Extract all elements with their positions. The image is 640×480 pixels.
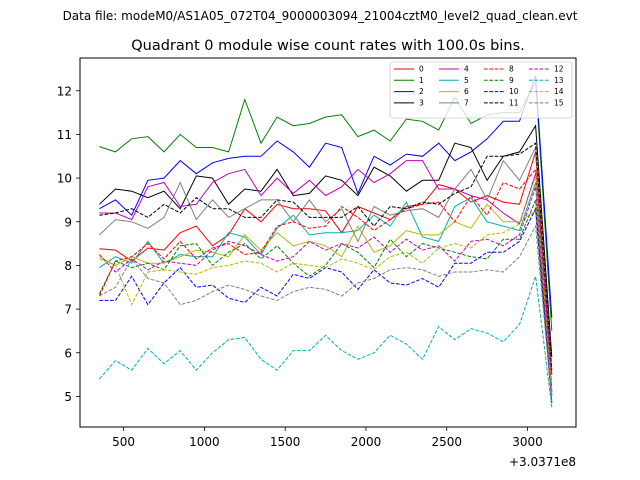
series-line-4 bbox=[99, 160, 553, 375]
x-tick-label: 2500 bbox=[431, 435, 462, 449]
y-tick-label: 9 bbox=[64, 215, 72, 229]
series-line-3 bbox=[99, 124, 553, 358]
series-line-9 bbox=[98, 199, 553, 397]
series-line-5 bbox=[99, 182, 553, 393]
y-tick-label: 12 bbox=[57, 84, 72, 98]
legend-label-0: 0 bbox=[419, 65, 424, 74]
x-offset-label: +3.0371e8 bbox=[509, 455, 576, 469]
series-line-1 bbox=[99, 80, 553, 331]
legend-label-8: 8 bbox=[509, 65, 514, 74]
series-line-2 bbox=[99, 75, 553, 318]
y-tick-label: 5 bbox=[64, 390, 72, 404]
x-tick-label: 2000 bbox=[351, 435, 382, 449]
series-line-14 bbox=[99, 175, 553, 395]
y-tick-label: 8 bbox=[64, 259, 72, 273]
x-tick-label: 1500 bbox=[270, 435, 301, 449]
series-line-11 bbox=[99, 142, 553, 371]
x-tick-label: 1000 bbox=[189, 435, 220, 449]
legend-label-13: 13 bbox=[554, 76, 564, 85]
series-line-15 bbox=[99, 224, 553, 401]
y-axis: 5 6 7 8 9 10 11 12 bbox=[57, 84, 80, 404]
series-line-12 bbox=[99, 186, 553, 395]
legend-label-5: 5 bbox=[464, 76, 469, 85]
series-layer bbox=[98, 75, 553, 408]
y-tick-label: 6 bbox=[64, 346, 72, 360]
legend-label-6: 6 bbox=[464, 87, 469, 96]
legend-label-4: 4 bbox=[464, 65, 469, 74]
y-tick-label: 10 bbox=[57, 172, 72, 186]
legend-label-11: 11 bbox=[509, 98, 519, 107]
legend-label-15: 15 bbox=[554, 98, 564, 107]
legend-label-12: 12 bbox=[554, 65, 564, 74]
plot-frame bbox=[79, 57, 577, 428]
legend-label-10: 10 bbox=[509, 87, 519, 96]
x-axis: 500 1000 1500 2000 2500 3000 bbox=[112, 427, 543, 449]
legend-label-2: 2 bbox=[419, 87, 424, 96]
series-line-13 bbox=[99, 276, 553, 408]
legend-label-3: 3 bbox=[419, 98, 424, 107]
chart-title: Quadrant 0 module wise count rates with … bbox=[131, 38, 525, 54]
legend-label-14: 14 bbox=[554, 87, 564, 96]
series-line-7 bbox=[99, 145, 553, 371]
legend-label-1: 1 bbox=[419, 76, 424, 85]
series-line-6 bbox=[99, 203, 553, 397]
legend-box bbox=[389, 61, 573, 119]
x-tick-label: 3000 bbox=[512, 435, 543, 449]
plot-area bbox=[80, 58, 576, 427]
y-tick-label: 11 bbox=[57, 128, 72, 142]
x-tick-label: 500 bbox=[112, 435, 135, 449]
legend-label-9: 9 bbox=[509, 76, 514, 85]
series-line-8 bbox=[98, 168, 553, 388]
figure-suptitle: Data file: modeM0/AS1A05_072T04_90000030… bbox=[63, 9, 578, 23]
series-line-0 bbox=[99, 151, 553, 393]
legend-label-7: 7 bbox=[464, 98, 469, 107]
y-tick-label: 7 bbox=[64, 303, 72, 317]
